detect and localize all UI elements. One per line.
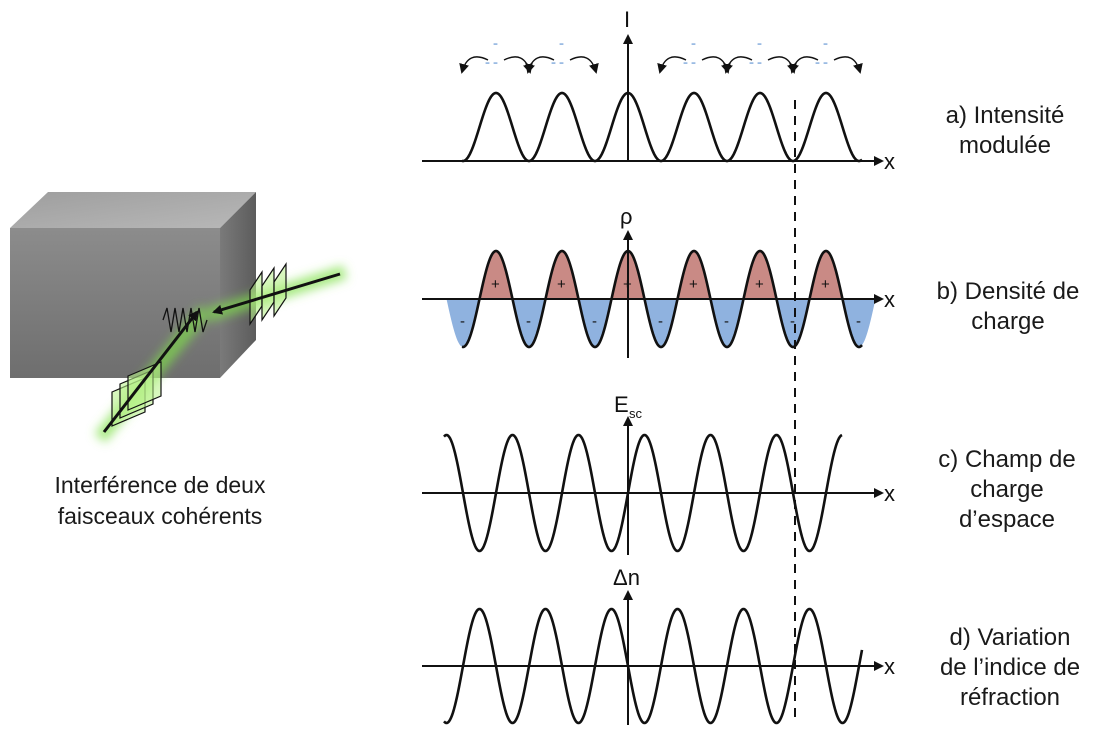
panel-c-label-line2: charge: [970, 476, 1044, 503]
electron-drift-arrow-right: [701, 56, 731, 74]
positive-charge-region: [809, 251, 843, 299]
electron-drift-arrow-right: [503, 56, 533, 74]
positive-charge-sign: +: [689, 276, 698, 293]
negative-charge-region: [842, 299, 876, 347]
beam-1: [102, 310, 199, 433]
panel-d-x-axis-label: x: [884, 654, 895, 679]
panel-a-y-axis-label: I: [624, 7, 630, 32]
panel-a-label-line1: a) Intensité: [945, 102, 1065, 129]
positive-charge-sign: +: [491, 276, 500, 293]
negative-charge-region: [776, 299, 810, 347]
panel-d-label-line2: de l’indice de: [939, 654, 1081, 681]
electron-drift-arrow-right: [767, 56, 797, 74]
electron-drift-arrow-left: [723, 56, 753, 74]
negative-charge-sign: -: [724, 313, 729, 330]
positive-charge-region: [545, 251, 579, 299]
electron-drift-arrow-left: [657, 56, 687, 74]
panel-b-y-axis-label: ρ: [620, 204, 633, 229]
positive-charge-region: [677, 251, 711, 299]
beam-1-wavefronts: [111, 361, 162, 427]
crystal-front-face: [10, 228, 220, 378]
panel-c-x-axis-label: x: [884, 481, 895, 506]
panel-b-x-axis-label: x: [884, 287, 895, 312]
panel-d-label-line3: réfraction: [959, 684, 1061, 711]
electron-charge-marker: -: [757, 35, 762, 52]
panel-c-y-axis-subscript: sc: [629, 406, 643, 421]
crystal-caption-line1: Interférence de deux: [54, 472, 266, 498]
electron-charge-marker: --: [485, 54, 501, 71]
crystal-side-face: [220, 192, 256, 378]
crystal-illustration: [10, 192, 348, 443]
negative-charge-region: [512, 299, 546, 347]
electron-drift-arrow-right: [833, 56, 863, 74]
electron-charge-marker: --: [551, 54, 567, 71]
positive-charge-sign: +: [557, 276, 566, 293]
panel-b-label: b) Densité de charge: [918, 277, 1098, 337]
negative-charge-region: [710, 299, 744, 347]
intensity-curve: [461, 91, 863, 163]
electron-charge-marker: -: [493, 35, 498, 52]
panel-a-x-axis-label: x: [884, 149, 895, 174]
crystal-caption-line2: faisceaux cohérents: [57, 503, 263, 529]
negative-charge-sign: -: [790, 313, 795, 330]
electron-drift-arrow-left: [525, 56, 555, 74]
negative-charge-sign: -: [592, 313, 597, 330]
electron-drift-arrow-left: [459, 56, 489, 74]
electron-charge-marker: -: [559, 35, 564, 52]
panel-a-label-line2: modulée: [958, 132, 1052, 159]
negative-charge-sign: -: [526, 313, 531, 330]
panel-c-y-axis-label: E: [614, 392, 629, 417]
electron-drift-arrow-left: [789, 56, 819, 74]
beam-2: [212, 272, 341, 315]
crystal-caption: Interférence de deux faisceaux cohérents: [10, 470, 310, 532]
interference-fringes: [162, 307, 208, 333]
negative-charge-region: [578, 299, 612, 347]
negative-charge-region: [644, 299, 678, 347]
panel-d-label: d) Variation de l’indice de réfraction: [915, 623, 1105, 713]
panel-b-label-line1: b) Densité de: [936, 278, 1080, 305]
positive-charge-sign: +: [821, 276, 830, 293]
panel-c-label-line1: c) Champ de: [938, 446, 1076, 473]
panel-d-y-axis-label: Δn: [613, 565, 640, 590]
electron-charge-marker: --: [749, 54, 765, 71]
panel-d-label-line1: d) Variation: [949, 624, 1071, 651]
space-charge-field-curve: [443, 433, 843, 553]
panel-b-label-line2: charge: [971, 308, 1045, 335]
panel-c-label: c) Champ de charge d’espace: [922, 445, 1092, 535]
electron-charge-marker: -: [691, 35, 696, 52]
panel-a-label: a) Intensité modulée: [920, 101, 1090, 161]
index-variation-curve: [443, 607, 864, 725]
electron-charge-marker: -: [823, 35, 828, 52]
electron-drift-arrow-right: [569, 56, 599, 74]
negative-charge-region: [446, 299, 480, 347]
electron-charge-marker: --: [683, 54, 699, 71]
negative-charge-sign: -: [856, 313, 861, 330]
panel-c-label-line3: d’espace: [958, 506, 1056, 533]
positive-charge-region: [479, 251, 513, 299]
negative-charge-sign: -: [658, 313, 663, 330]
crystal-top-face: [10, 192, 256, 228]
positive-charge-region: [743, 251, 777, 299]
electron-charge-marker: --: [815, 54, 831, 71]
negative-charge-sign: -: [460, 313, 465, 330]
positive-charge-sign: +: [755, 276, 764, 293]
